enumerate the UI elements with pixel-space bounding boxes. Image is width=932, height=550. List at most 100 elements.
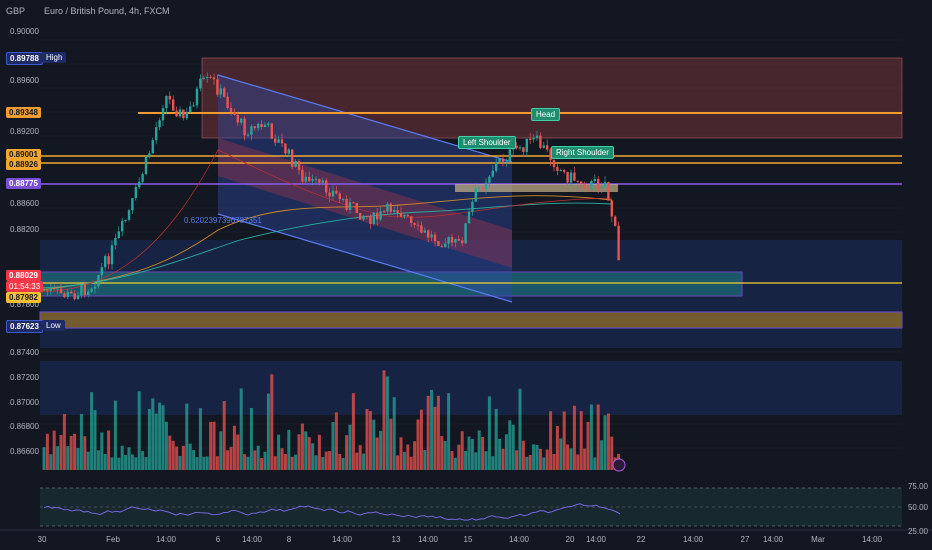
volume-bar [375, 437, 379, 470]
volume-bar [226, 450, 230, 470]
volume-bar [317, 434, 321, 470]
volume-bar [406, 444, 410, 470]
candle-body [549, 149, 552, 161]
candle-body [410, 216, 413, 224]
ma-red [39, 149, 613, 293]
candle-body [243, 118, 246, 136]
candle-body [70, 291, 73, 294]
candle-body [522, 147, 525, 152]
volume-bar [90, 392, 94, 470]
candle-body [508, 149, 511, 162]
volume-bar [49, 454, 53, 470]
candle-body [488, 176, 491, 183]
candle-body [423, 230, 426, 233]
volume-bar [290, 456, 294, 470]
volume-bar [515, 450, 519, 470]
candle-body [226, 96, 229, 108]
candle-body [590, 180, 593, 190]
x-tick: 13 [391, 535, 401, 544]
candle-body [178, 109, 182, 117]
volume-bar [433, 406, 437, 470]
candle-body [464, 223, 467, 244]
volume-bar [188, 443, 192, 470]
volume-bar [260, 457, 264, 470]
candle-body [515, 145, 518, 149]
volume-bar [168, 435, 172, 470]
volume-bar [202, 456, 206, 470]
y-tick: 0.89600 [10, 76, 39, 85]
candle-body [104, 256, 107, 268]
volume-bar [576, 454, 580, 470]
candle-body [430, 234, 433, 238]
rsi-tick: 25.00 [907, 527, 928, 536]
volume-bar [304, 431, 308, 470]
candle-body [151, 140, 154, 154]
volume-bar [215, 456, 219, 470]
candle-body [481, 187, 484, 190]
volume-bar [341, 457, 345, 470]
alert-icon[interactable] [612, 458, 626, 472]
volume-bar [277, 434, 281, 470]
volume-bar [107, 430, 111, 470]
volume-bar [440, 436, 444, 470]
candle-body [117, 231, 120, 239]
volume-bar [355, 452, 359, 470]
volume-bar [600, 440, 604, 470]
head-label: Head [531, 108, 561, 121]
volume-bar [477, 430, 481, 470]
volume-bar [535, 444, 539, 470]
volume-bar [171, 440, 175, 470]
ma-teal [39, 202, 613, 289]
volume-bar [508, 420, 512, 470]
candle-body [318, 178, 321, 183]
volume-bar [96, 450, 100, 470]
candle-body [539, 135, 542, 148]
y-tick: 0.87400 [10, 348, 39, 357]
volume-bar [181, 445, 185, 470]
candle-body [80, 284, 83, 296]
candle-body [274, 138, 277, 143]
candle-body [573, 172, 576, 181]
volume-bar [110, 457, 114, 470]
volume-bar [562, 411, 566, 470]
volume-bar [334, 412, 338, 470]
volume-bar [73, 433, 77, 470]
candle-body [610, 200, 613, 217]
candle-body [532, 137, 535, 140]
candle-body [182, 109, 185, 119]
candle-body [124, 219, 127, 221]
volume-bar [93, 410, 97, 470]
price-tag-3: 0.88926 [6, 159, 41, 170]
candle-body [467, 211, 471, 224]
volume-bar [603, 415, 607, 470]
volume-bar [45, 433, 49, 470]
candle-body [362, 215, 365, 220]
x-tick: 15 [463, 535, 473, 544]
candle-body [471, 201, 474, 212]
candle-body [107, 256, 110, 265]
volume-bar [362, 453, 366, 470]
volume-bar [345, 435, 349, 470]
volume-bar [69, 435, 73, 470]
volume-bar [266, 393, 270, 470]
supply-zone [202, 58, 902, 138]
candle-body [314, 178, 318, 180]
x-tick: Mar [811, 535, 825, 544]
volume-bar [559, 438, 563, 470]
chart-title: Euro / British Pound, 4h, FXCM [44, 6, 170, 16]
candle-body [219, 88, 222, 95]
volume-bar [205, 456, 209, 470]
volume-bar [351, 393, 355, 470]
candle-body [172, 99, 175, 111]
volume-bar [209, 421, 213, 470]
volume-bar [487, 396, 491, 470]
volume-bar [243, 454, 247, 470]
volume-bar [464, 450, 468, 470]
candle-body [478, 187, 481, 189]
volume-bar [120, 445, 124, 470]
candle-body [233, 111, 236, 115]
candle-body [420, 225, 423, 233]
candle-body [566, 171, 569, 183]
volume-bar [263, 451, 267, 470]
